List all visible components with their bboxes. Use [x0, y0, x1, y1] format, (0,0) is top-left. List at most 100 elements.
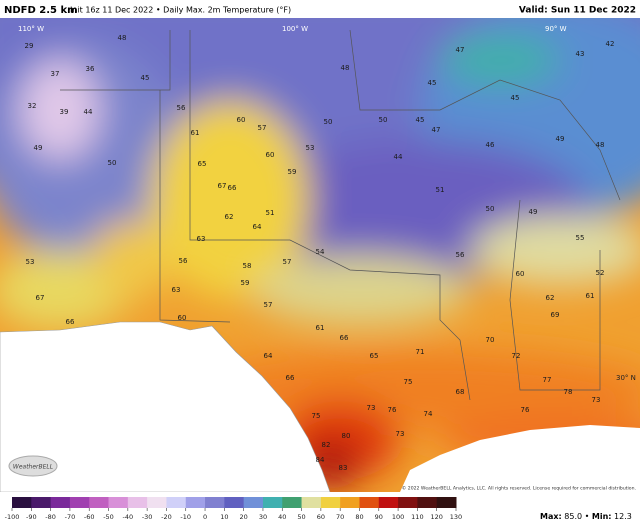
- station-temp: 60: [178, 314, 187, 322]
- graticule-label: 30° N: [616, 374, 636, 382]
- station-temp: 66: [66, 318, 75, 326]
- colorbar-label: 80: [355, 513, 363, 521]
- station-temp: 66: [286, 374, 295, 382]
- station-temp: 56: [177, 104, 186, 112]
- colorbar-segment: [69, 497, 90, 508]
- colorbar-segment: [224, 497, 245, 508]
- colorbar-segment: [320, 497, 341, 508]
- colorbar-label: 0: [203, 513, 207, 521]
- colorbar-segment: [262, 497, 283, 508]
- colorbar-label: 10: [220, 513, 228, 521]
- colorbar-label: -40: [123, 513, 134, 521]
- station-temp: 43: [576, 50, 585, 58]
- station-temp: 36: [86, 65, 95, 73]
- colorbar-label: -50: [103, 513, 114, 521]
- station-temp: 56: [179, 257, 188, 265]
- station-temp: 67: [36, 294, 45, 302]
- station-temp: 49: [556, 135, 565, 143]
- station-temp: 78: [564, 388, 573, 396]
- colorbar-label: -30: [142, 513, 153, 521]
- subtitle: Init 16z 11 Dec 2022 • Daily Max. 2m Tem…: [70, 6, 291, 15]
- colorbar-label: 120: [430, 513, 442, 521]
- station-temp: 63: [172, 286, 181, 294]
- colorbar-segment: [108, 497, 129, 508]
- station-temp: 60: [266, 151, 275, 159]
- colorbar-label: -70: [65, 513, 76, 521]
- station-temp: 29: [25, 42, 34, 50]
- colorbar-segment: [436, 497, 457, 508]
- station-temp: 62: [225, 213, 234, 221]
- colorbar-label: -10: [180, 513, 191, 521]
- colorbar-label: 50: [297, 513, 305, 521]
- station-temp: 68: [456, 388, 465, 396]
- colorbar-label: 90: [375, 513, 383, 521]
- logo: WeatherBELL: [13, 464, 53, 471]
- colorbar-segment: [205, 497, 225, 508]
- station-temp: 76: [388, 406, 397, 414]
- station-temp: 52: [596, 269, 605, 277]
- station-temp: 62: [546, 294, 555, 302]
- graticule-label: 100° W: [282, 25, 308, 33]
- colorbar-segment: [340, 497, 360, 508]
- colorbar-segment: [89, 497, 110, 508]
- colorbar-label: 60: [317, 513, 325, 521]
- colorbar-label: 100: [392, 513, 404, 521]
- colorbar-segment: [31, 497, 52, 508]
- station-temp: 47: [456, 46, 465, 54]
- station-temp: 55: [576, 234, 585, 242]
- colorbar-segment: [185, 497, 206, 508]
- colorbar-segment: [50, 497, 71, 508]
- station-temp: 67: [218, 182, 227, 190]
- station-temp: 80: [342, 432, 351, 440]
- station-temp: 44: [84, 108, 93, 116]
- station-temp: 44: [394, 153, 403, 161]
- station-temp: 63: [197, 235, 206, 243]
- station-temp: 37: [51, 70, 60, 78]
- station-temp: 83: [339, 464, 348, 472]
- station-temp: 66: [340, 334, 349, 342]
- station-temp: 82: [322, 441, 331, 449]
- station-temp: 72: [512, 352, 521, 360]
- station-temp: 70: [486, 336, 495, 344]
- station-temp: 39: [60, 108, 69, 116]
- colorbar-segment: [147, 497, 167, 508]
- station-temp: 77: [543, 376, 552, 384]
- station-temp: 69: [551, 311, 560, 319]
- colorbar-segment: [398, 497, 418, 508]
- colorbar-segment: [301, 497, 322, 508]
- station-temp: 58: [243, 262, 252, 270]
- colorbar-segment: [166, 497, 187, 508]
- colorbar-label: 70: [336, 513, 344, 521]
- station-temp: 48: [341, 64, 350, 72]
- station-temp: 71: [416, 348, 425, 356]
- station-temp: 45: [416, 116, 425, 124]
- station-temp: 51: [436, 186, 445, 194]
- station-temp: 57: [258, 124, 267, 132]
- colorbar-segment: [243, 497, 264, 508]
- station-temp: 50: [324, 118, 333, 126]
- station-temp: 84: [316, 456, 325, 464]
- station-temp: 59: [288, 168, 297, 176]
- colorbar-label: -90: [26, 513, 37, 521]
- station-temp: 75: [404, 378, 413, 386]
- station-temp: 50: [108, 159, 117, 167]
- station-temp: 66: [228, 184, 237, 192]
- min-value: 12.3: [614, 512, 632, 521]
- station-temp: 61: [586, 292, 595, 300]
- colorbar-label: 40: [278, 513, 286, 521]
- max-label: Max:: [540, 512, 562, 521]
- colorbar-segment: [12, 497, 32, 508]
- colorbar-segment: [417, 497, 438, 508]
- station-temp: 42: [606, 40, 615, 48]
- temperature-field: [0, 18, 640, 492]
- station-temp: 47: [432, 126, 441, 134]
- station-temp: 48: [596, 141, 605, 149]
- station-temp: 49: [529, 208, 538, 216]
- copyright: © 2022 WeatherBELL Analytics, LLC. All r…: [402, 485, 636, 492]
- colorbar-segment: [378, 497, 399, 508]
- separator: •: [585, 512, 590, 521]
- colorbar-label: 20: [240, 513, 248, 521]
- station-temp: 45: [141, 74, 150, 82]
- station-temp: 57: [283, 258, 292, 266]
